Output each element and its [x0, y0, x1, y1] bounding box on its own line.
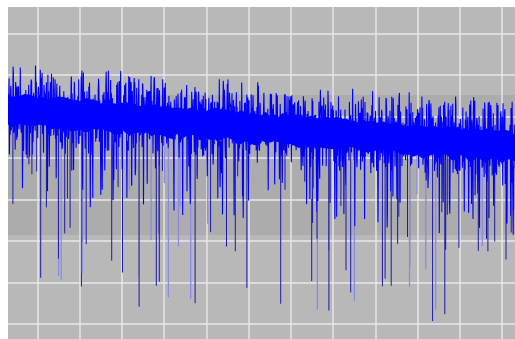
- waveform-trace: [8, 65, 515, 235]
- waveform-plot-area[interactable]: [8, 7, 515, 339]
- waveform-core-band: [8, 93, 515, 164]
- grid-lines: [8, 7, 515, 339]
- waveform-canvas[interactable]: [8, 7, 515, 339]
